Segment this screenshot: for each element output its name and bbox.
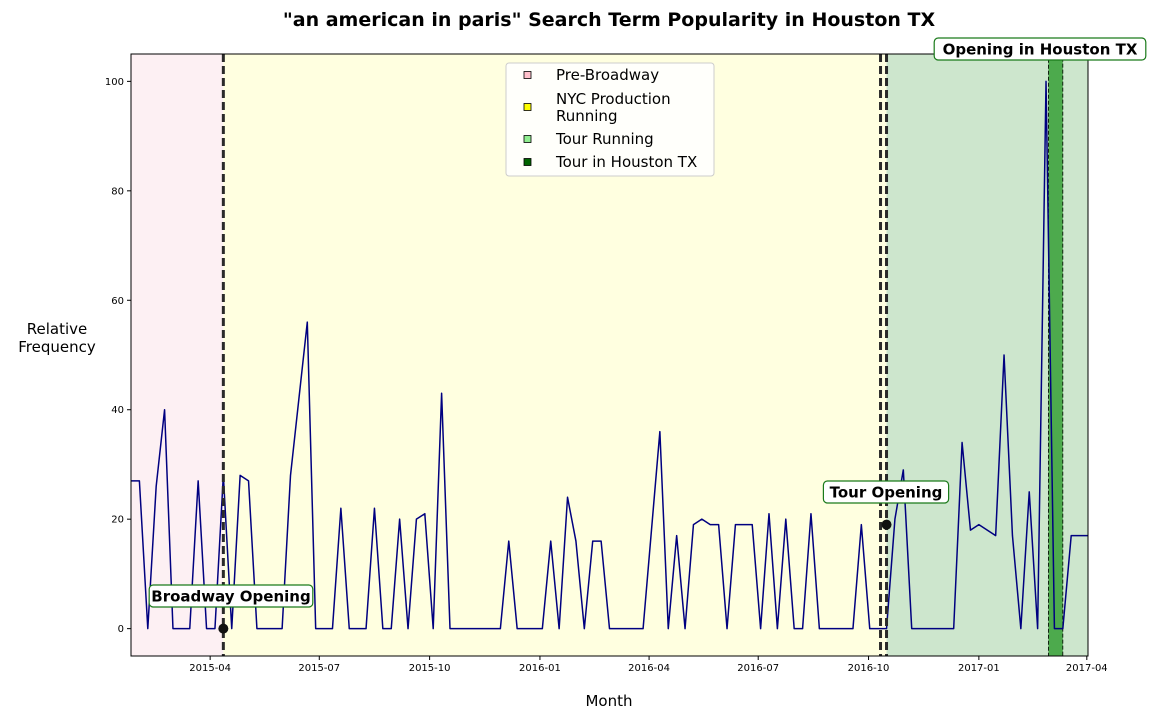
plot-frame — [130, 53, 1089, 657]
legend-label: Tour Running — [555, 130, 654, 148]
x-tick-label: 2017-04 — [1066, 663, 1108, 674]
x-tick-label: 2015-04 — [189, 663, 231, 674]
y-axis-ticks: 0 20 40 60 80 100 — [105, 77, 131, 635]
x-tick-label: 2015-10 — [409, 663, 451, 674]
series-line — [131, 80, 1088, 630]
annotation-label: Tour Opening — [830, 484, 943, 502]
legend-label: NYC Production Running — [556, 90, 671, 125]
event-markers — [218, 519, 892, 634]
x-axis-ticks: 2015-04 2015-07 2015-10 2016-01 2016-04 2016-… — [189, 656, 1108, 674]
annotation-box — [933, 37, 1147, 61]
x-tick-label: 2016-01 — [519, 663, 561, 674]
legend: Pre-Broadway NYC Production Running Tour Ru… — [505, 62, 715, 177]
legend-swatch — [523, 158, 532, 166]
legend-item-nyc-production-running: NYC Production Running — [523, 90, 671, 125]
annotation-label: Broadway Opening — [151, 588, 310, 606]
annotation-opening-in-houston-tx: Opening in Houston TX — [933, 37, 1147, 61]
legend-item-tour-running: Tour Running — [523, 130, 654, 148]
x-tick-label: 2016-07 — [737, 663, 779, 674]
y-tick-label: 20 — [111, 515, 124, 526]
legend-swatch — [523, 135, 532, 143]
legend-label: Pre-Broadway — [556, 66, 659, 84]
y-tick-label: 80 — [111, 186, 124, 197]
series-line-group — [131, 80, 1088, 630]
event-vlines — [221, 54, 889, 656]
legend-item-pre-broadway: Pre-Broadway — [523, 66, 659, 84]
annotation-tour-opening: Tour Opening — [822, 480, 950, 504]
region-pre-broadway — [131, 54, 224, 656]
legend-swatch — [523, 71, 532, 79]
y-tick-label: 0 — [118, 624, 124, 635]
legend-item-tour-in-houston-tx: Tour in Houston TX — [523, 153, 697, 171]
legend-swatch — [523, 103, 532, 111]
legend-label: Tour in Houston TX — [555, 153, 697, 171]
annotation-box — [148, 584, 314, 608]
annotation-label: Opening in Houston TX — [943, 41, 1138, 59]
x-tick-label: 2017-01 — [958, 663, 1000, 674]
x-tick-label: 2015-07 — [298, 663, 340, 674]
event-marker — [881, 519, 892, 530]
chart-title: "an american in paris" Search Term Popul… — [283, 9, 936, 31]
y-axis-label: Relative Frequency — [18, 320, 96, 356]
x-tick-label: 2016-10 — [848, 663, 890, 674]
legend-frame — [505, 62, 715, 177]
x-axis-label: Month — [585, 692, 632, 710]
event-marker — [218, 623, 229, 634]
annotation-box — [822, 480, 950, 504]
y-tick-label: 60 — [111, 296, 124, 307]
annotations: Broadway Opening Tour Opening Opening in H… — [148, 37, 1147, 608]
y-tick-label: 40 — [111, 405, 124, 416]
x-tick-label: 2016-04 — [628, 663, 670, 674]
annotation-broadway-opening: Broadway Opening — [148, 584, 314, 608]
y-tick-label: 100 — [105, 77, 124, 88]
